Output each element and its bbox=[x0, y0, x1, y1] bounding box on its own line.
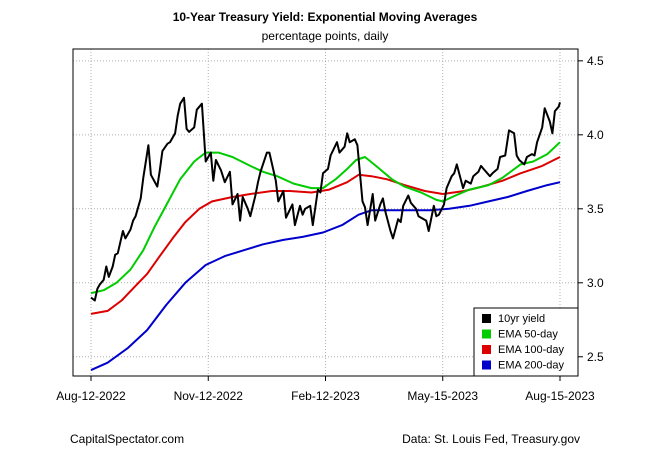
legend-label: EMA 50-day bbox=[498, 329, 558, 341]
x-tick-label: Feb-12-2023 bbox=[291, 389, 360, 403]
y-tick-label: 4.5 bbox=[587, 54, 604, 68]
legend-swatch bbox=[482, 329, 491, 339]
chart-subtitle: percentage points, daily bbox=[261, 29, 389, 43]
legend-label: 10yr yield bbox=[498, 313, 545, 325]
footer-source-site: CapitalSpectator.com bbox=[70, 432, 185, 446]
legend: 10yr yield EMA 50-day EMA 100-day EMA 200-d… bbox=[473, 307, 579, 377]
series-line-ema-200-day bbox=[90, 181, 561, 372]
y-tick-label: 4.0 bbox=[587, 128, 604, 142]
series-line-ema-50-day bbox=[90, 141, 561, 295]
chart-title: 10-Year Treasury Yield: Exponential Movi… bbox=[172, 10, 478, 24]
series-layer bbox=[90, 96, 561, 372]
x-tick-label: Aug-12-2022 bbox=[56, 389, 126, 403]
legend-label: EMA 200-day bbox=[498, 360, 565, 372]
series-line-10yr-yield bbox=[90, 96, 561, 302]
legend-label: EMA 100-day bbox=[498, 344, 565, 356]
legend-box bbox=[473, 307, 579, 377]
y-tick-label: 2.5 bbox=[587, 350, 604, 364]
x-tick-label: Nov-12-2022 bbox=[174, 389, 244, 403]
y-tick-label: 3.5 bbox=[587, 202, 604, 216]
legend-swatch bbox=[482, 345, 491, 354]
footer-data-source: Data: St. Louis Fed, Treasury.gov bbox=[402, 432, 580, 446]
y-tick-label: 3.0 bbox=[587, 276, 604, 290]
axes: Aug-12-2022 Nov-12-2022 Feb-12-2023 May-15-… bbox=[56, 54, 604, 403]
legend-swatch bbox=[482, 314, 491, 323]
x-tick-label: May-15-2023 bbox=[407, 389, 478, 403]
grid-lines bbox=[73, 49, 578, 376]
legend-swatch bbox=[482, 360, 491, 370]
x-tick-label: Aug-15-2023 bbox=[525, 389, 595, 403]
